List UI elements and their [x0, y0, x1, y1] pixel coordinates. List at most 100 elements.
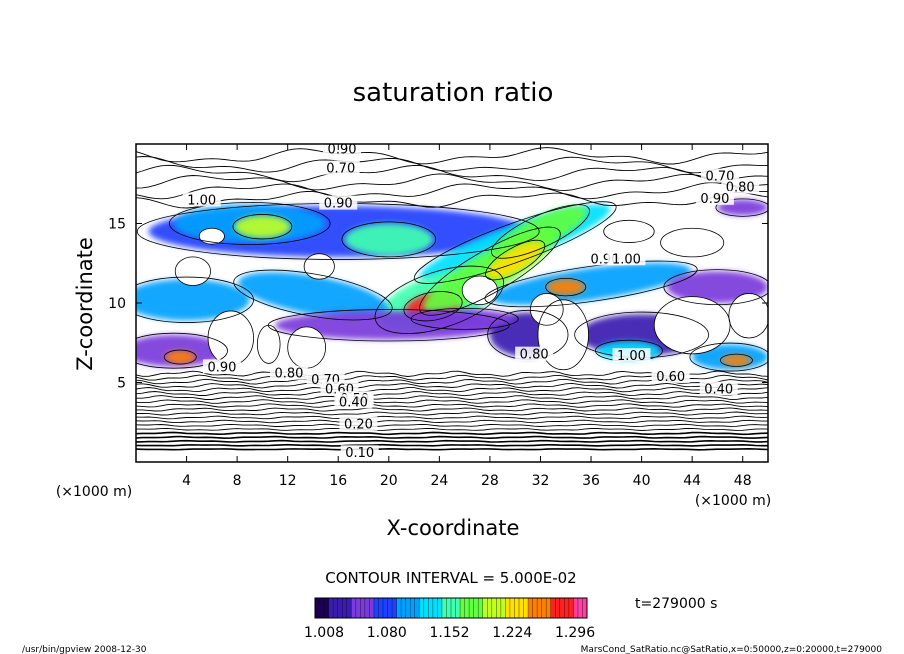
contour-ring	[341, 221, 437, 258]
heat-blob	[546, 279, 585, 296]
contour-line	[136, 439, 768, 443]
x-tick-label: 4	[182, 473, 191, 489]
colorbar-stripe	[346, 598, 352, 618]
heat-blob	[165, 350, 196, 364]
colorbar-stripe	[496, 598, 502, 618]
colorbar-stripe	[387, 598, 393, 618]
x-tick-label: 44	[683, 473, 701, 489]
colorbar-stripe	[582, 598, 588, 618]
contour-label-bg	[721, 179, 760, 194]
contour-label-bg	[695, 190, 734, 205]
contour-ring	[303, 253, 335, 280]
contour-label: 0.40	[339, 395, 368, 410]
contour-label-bg	[607, 251, 646, 266]
x-tick-label: 12	[279, 473, 297, 489]
colorbar-stripe	[564, 598, 570, 618]
plot-area: 0.900.701.00 0.900.700.800.900.901.000.90…	[135, 143, 769, 463]
colorbar-stripe	[541, 598, 547, 618]
colorbar-stripe	[432, 598, 438, 618]
contour-label: 0.80	[520, 348, 549, 363]
contour-line	[136, 403, 768, 408]
contour-ring	[461, 275, 498, 305]
contour-line	[136, 407, 768, 412]
colorbar-stripe	[451, 598, 456, 618]
colorbar-stripe	[396, 598, 402, 618]
colorbar-stripe	[351, 598, 357, 618]
x-tick-label: 36	[582, 473, 600, 489]
colorbar-stripes	[314, 598, 588, 618]
contour-interval-text: CONTOUR INTERVAL = 5.000E-02	[325, 569, 576, 587]
contour-label-bg	[340, 445, 379, 460]
colorbar-stripe	[464, 598, 470, 618]
colorbar-stripe	[573, 598, 579, 618]
colorbar-frame	[314, 597, 588, 619]
colorbar-stripe	[419, 598, 425, 618]
heat-blob	[136, 279, 250, 321]
heat-blob	[721, 354, 752, 366]
colorbar-stripe	[369, 598, 375, 618]
colorbar-stripe	[355, 598, 361, 618]
colorbar-stripe	[550, 598, 556, 618]
colorbar-stripe	[568, 598, 574, 618]
contour-label-bg	[319, 195, 358, 210]
x-tick-label: 24	[430, 473, 448, 489]
colorbar-stripe	[364, 598, 370, 618]
heat-blob	[238, 272, 388, 318]
heat-blob	[344, 223, 434, 256]
contour-line	[136, 164, 768, 183]
contour-label-bg	[339, 416, 378, 431]
colorbar-stripe	[392, 598, 397, 618]
contour-line	[136, 423, 768, 428]
colorbar-stripe	[546, 598, 552, 618]
contour-label: 0.70	[326, 162, 355, 177]
colorbar-stripe	[514, 598, 520, 618]
x-tick-label: 16	[329, 473, 347, 489]
unsaturated-region	[287, 326, 326, 369]
colorbar-stripe	[337, 598, 343, 618]
contour-label: 0.10	[345, 446, 374, 461]
contour-label: 1.00	[612, 252, 641, 267]
contour-line	[136, 173, 768, 191]
colorbar-stripe	[423, 598, 429, 618]
chart-title: saturation ratio	[353, 78, 554, 108]
colorbar-stripe	[383, 598, 388, 618]
contour-ring	[689, 342, 768, 372]
contour-line	[136, 435, 768, 440]
contour-label-bg	[321, 160, 360, 175]
colorbar-stripe	[528, 598, 533, 618]
contour-labels: 0.900.701.00 0.900.700.800.900.901.000.90…	[182, 143, 760, 461]
contour-ring	[663, 269, 768, 305]
contour-ring	[419, 226, 561, 316]
contour-label-bg	[515, 346, 554, 361]
contour-ring	[728, 293, 768, 339]
colorbar-stripe	[410, 598, 416, 618]
colorbar-tick-label: 1.080	[367, 625, 407, 641]
colorbar-stripe	[328, 598, 334, 618]
time-text: t=279000 s	[635, 596, 717, 612]
colorbar-stripe	[519, 598, 524, 618]
contour-ring	[719, 353, 753, 367]
colorbar-stripe	[505, 598, 511, 618]
contour-line	[136, 382, 768, 389]
colorbar-tick-label: 1.152	[429, 625, 469, 641]
colorbar-stripe	[428, 598, 434, 618]
x-axis-label: X-coordinate	[387, 516, 520, 540]
contour-label-bg	[612, 348, 651, 363]
colorbar-stripe	[478, 598, 484, 618]
unsaturated-region	[728, 293, 768, 338]
contour-ring	[174, 256, 211, 286]
contour-ring	[529, 293, 564, 326]
colorbar-tick-label: 1.008	[304, 625, 344, 641]
colorbar-stripe	[460, 598, 465, 618]
contour-label: 0.40	[704, 383, 733, 398]
contour-line	[136, 147, 768, 165]
contour-line	[136, 447, 768, 451]
colorbar-stripe	[401, 598, 406, 618]
colorbar-stripe	[532, 598, 538, 618]
contour-label: 0.90	[328, 143, 357, 158]
x-axis-unit: (×1000 m)	[695, 493, 771, 509]
contour-ring	[136, 332, 228, 369]
contour-line	[136, 415, 768, 420]
colorbar-stripe	[342, 598, 348, 618]
contour-ring	[715, 198, 768, 217]
